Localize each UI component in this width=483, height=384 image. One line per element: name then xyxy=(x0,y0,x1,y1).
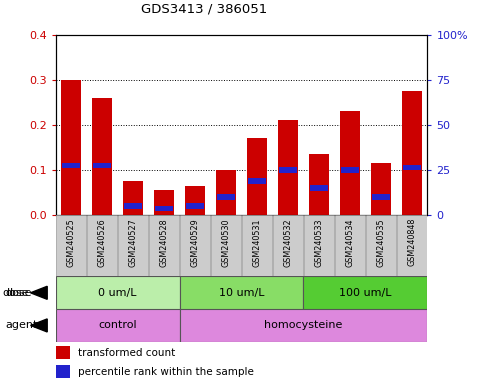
Text: GSM240848: GSM240848 xyxy=(408,218,416,266)
Text: GSM240534: GSM240534 xyxy=(345,218,355,266)
Bar xyxy=(397,215,427,276)
Bar xyxy=(372,194,389,200)
Bar xyxy=(180,276,303,309)
Bar xyxy=(242,215,272,276)
Bar xyxy=(303,276,427,309)
Bar xyxy=(118,215,148,276)
Bar xyxy=(92,98,112,215)
Bar xyxy=(247,138,267,215)
Bar xyxy=(248,179,266,184)
Bar xyxy=(87,215,117,276)
Polygon shape xyxy=(30,319,47,332)
Bar xyxy=(125,203,142,209)
Bar xyxy=(154,190,174,215)
Text: GSM240528: GSM240528 xyxy=(159,218,169,267)
Bar xyxy=(341,167,358,173)
Text: dose: dose xyxy=(6,288,32,298)
Text: GSM240532: GSM240532 xyxy=(284,218,293,267)
Text: dose: dose xyxy=(2,288,29,298)
Bar xyxy=(403,165,421,170)
Bar xyxy=(185,186,205,215)
Bar xyxy=(371,163,391,215)
Text: percentile rank within the sample: percentile rank within the sample xyxy=(78,367,254,377)
Bar xyxy=(278,120,298,215)
Text: GSM240530: GSM240530 xyxy=(222,218,230,266)
Bar xyxy=(366,215,396,276)
Text: agent: agent xyxy=(6,320,38,331)
Text: GSM240525: GSM240525 xyxy=(67,218,75,267)
Text: homocysteine: homocysteine xyxy=(264,320,342,331)
Text: 10 um/L: 10 um/L xyxy=(219,288,264,298)
Bar xyxy=(56,346,71,359)
Text: GSM240529: GSM240529 xyxy=(190,218,199,267)
Text: GSM240535: GSM240535 xyxy=(376,218,385,267)
Text: GSM240526: GSM240526 xyxy=(98,218,107,267)
Bar xyxy=(340,111,360,215)
Bar xyxy=(56,365,71,378)
Text: GDS3413 / 386051: GDS3413 / 386051 xyxy=(141,2,268,15)
Bar xyxy=(61,80,81,215)
Bar xyxy=(180,215,210,276)
Bar xyxy=(304,215,334,276)
Bar xyxy=(216,170,236,215)
Bar xyxy=(62,163,80,168)
Bar xyxy=(94,163,111,168)
Bar xyxy=(280,167,297,173)
Bar xyxy=(123,181,143,215)
Bar xyxy=(211,215,241,276)
Text: 0 um/L: 0 um/L xyxy=(98,288,137,298)
Bar xyxy=(217,194,235,200)
Bar xyxy=(186,203,203,209)
Text: transformed count: transformed count xyxy=(78,348,175,358)
Bar xyxy=(273,215,303,276)
Bar xyxy=(335,215,365,276)
Bar xyxy=(402,91,422,215)
Bar xyxy=(56,309,180,342)
Bar xyxy=(311,185,327,191)
Text: control: control xyxy=(98,320,137,331)
Bar xyxy=(309,154,329,215)
Text: 100 um/L: 100 um/L xyxy=(339,288,392,298)
Bar xyxy=(56,276,180,309)
Bar xyxy=(180,309,427,342)
Bar xyxy=(156,205,172,211)
Text: GSM240527: GSM240527 xyxy=(128,218,138,267)
Text: GSM240533: GSM240533 xyxy=(314,218,324,266)
Text: GSM240531: GSM240531 xyxy=(253,218,261,266)
Polygon shape xyxy=(30,286,47,300)
Bar xyxy=(56,215,86,276)
Bar xyxy=(149,215,179,276)
